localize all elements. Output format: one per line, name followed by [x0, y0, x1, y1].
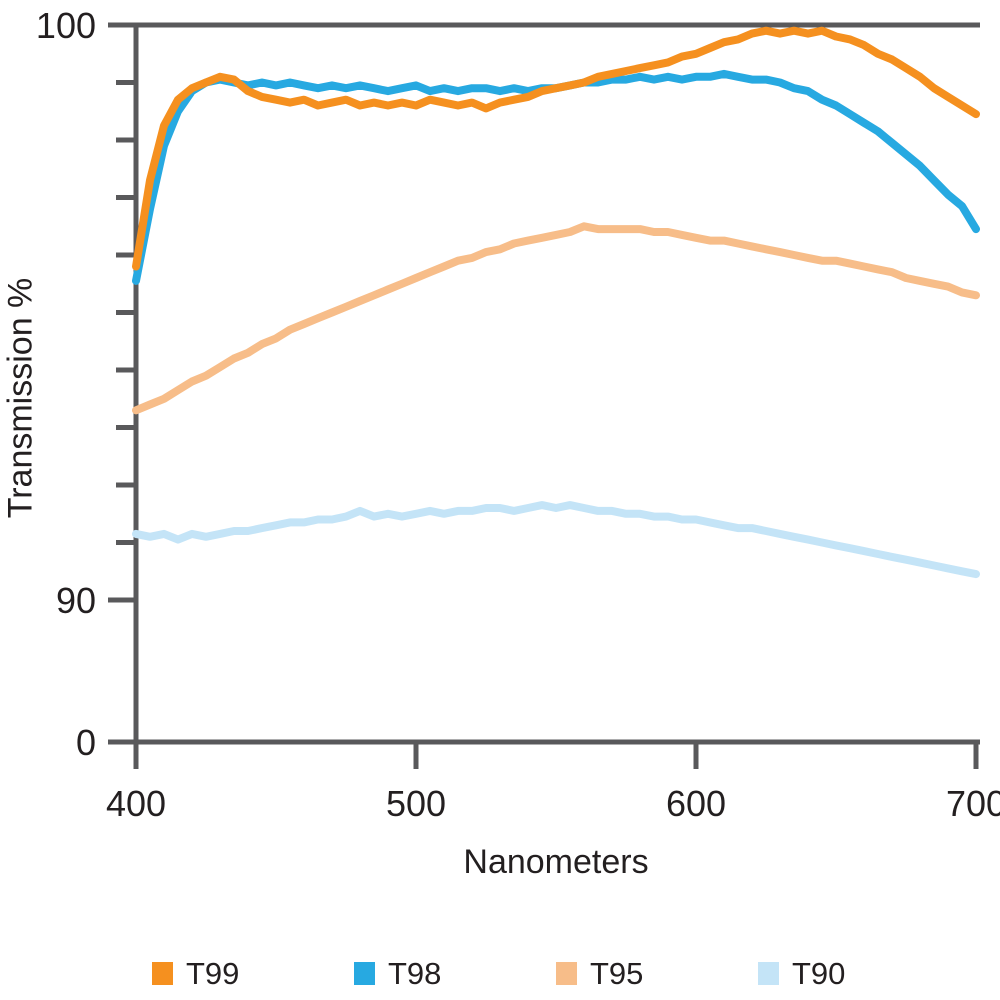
legend-item-T99: T99: [152, 958, 354, 989]
legend-label-T98: T98: [388, 956, 442, 991]
legend-label-T90: T90: [792, 956, 846, 991]
legend-swatch-T98: [354, 962, 375, 985]
series-T95-line: [132, 222, 980, 415]
series-T90-line: [132, 501, 980, 579]
series-T98-line: [132, 69, 980, 285]
legend-swatch-T90: [758, 962, 779, 985]
legend-swatch-T95: [556, 962, 577, 985]
legend: T99 T98 T95 T90: [152, 958, 960, 989]
y-tick-label-100: 100: [36, 5, 96, 46]
x-tick-label-700: 700: [946, 783, 1000, 824]
x-tick-label-600: 600: [666, 783, 726, 824]
legend-label-T95: T95: [590, 956, 644, 991]
legend-label-T99: T99: [186, 956, 240, 991]
y-axis-title: Transmission %: [1, 277, 40, 519]
x-axis-title: Nanometers: [463, 843, 649, 881]
x-tick-label-400: 400: [106, 783, 166, 824]
legend-item-T90: T90: [758, 958, 960, 989]
series-T99-line: [132, 26, 980, 271]
legend-swatch-T99: [152, 962, 173, 985]
y-tick-label-0: 0: [76, 722, 96, 763]
legend-item-T95: T95: [556, 958, 758, 989]
legend-item-T98: T98: [354, 958, 556, 989]
x-tick-label-500: 500: [386, 783, 446, 824]
y-tick-label-90: 90: [56, 580, 96, 621]
